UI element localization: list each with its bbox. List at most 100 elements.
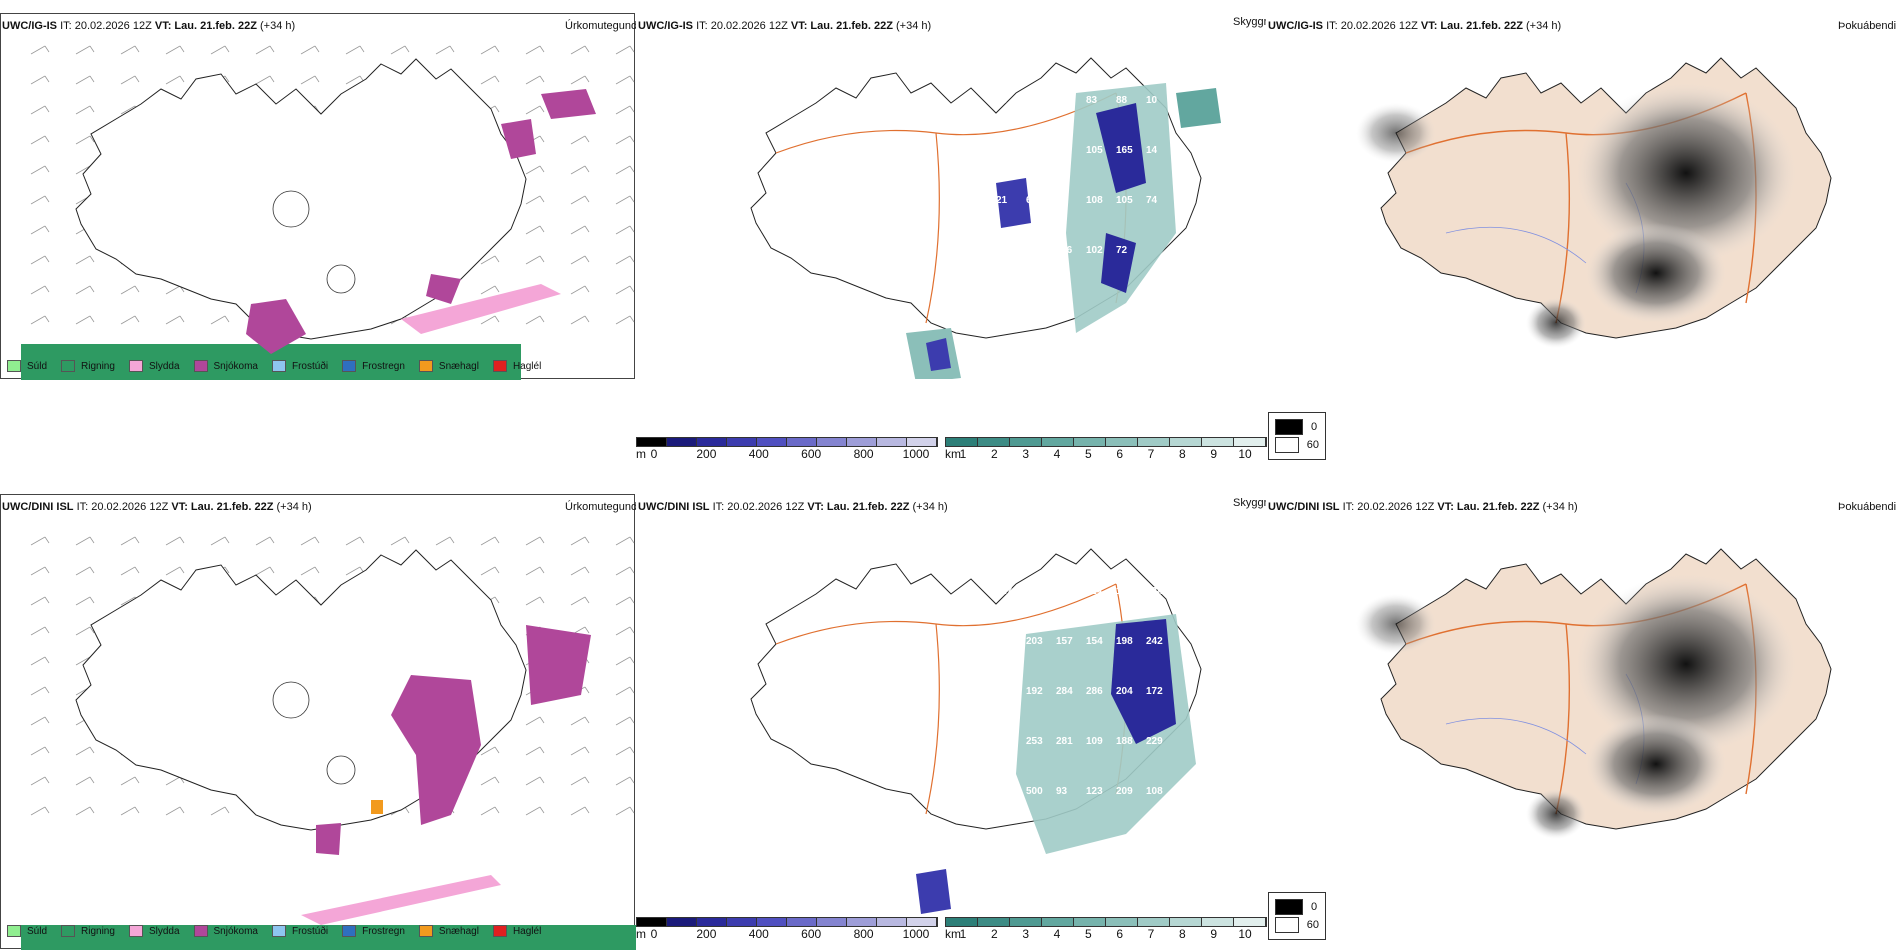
colorbar-step (637, 918, 667, 926)
precip-map-svg (21, 536, 636, 950)
fog-legend-item: 0 (1275, 419, 1319, 435)
colorbar-tick: 9 (1210, 927, 1217, 941)
legend-label: Snæhagl (438, 925, 479, 937)
precip-map-svg (21, 45, 635, 380)
colorbar-tick: 8 (1178, 927, 1186, 941)
legend-label: Snæhagl (438, 360, 479, 372)
visibility-map-svg: 117 268 242 114 188 124 278 203 157 154 198 242 268 1… (750, 548, 1202, 914)
legend-item: Snæhagl (418, 925, 479, 937)
colorbar-step (1042, 918, 1074, 926)
colorbar-step (1106, 438, 1138, 446)
precip-legend: Súld Rigning Slydda Snjókoma Frostúði Frostre… (7, 925, 555, 937)
legend-label: Súld (27, 360, 48, 372)
visibility-value: 165 (1116, 145, 1133, 156)
legend-label: Slydda (148, 360, 180, 372)
visibility-value: 135 (996, 836, 1013, 847)
visibility-value: 188 (1116, 586, 1133, 597)
legend-item: Snæhagl (418, 360, 479, 372)
colorbar-step (697, 918, 727, 926)
legend-item: Súld (7, 360, 47, 372)
visibility-value: 108 (1146, 786, 1163, 797)
colorbar-tick: 0 (650, 927, 658, 941)
colorbar-tick: 600 (801, 447, 822, 461)
visibility-value: 500 (1026, 786, 1043, 797)
colorbar-tick: 600 (801, 927, 822, 941)
colorbar-step (946, 438, 978, 446)
visibility-value: 10 (1146, 95, 1158, 106)
colorbar-step (727, 438, 757, 446)
colorbar-step (1106, 918, 1138, 926)
colorbar-tick: 3 (1022, 447, 1029, 461)
visibility-value: 242 (1056, 586, 1073, 597)
visibility-panel-row1: 117 268 242 114 188 124 278 203 157 154 198 242 268 1… (636, 494, 1266, 950)
legend-label: Frostúði (291, 360, 329, 372)
visibility-value: 72 (1116, 245, 1128, 256)
colorbar-unit: m (636, 927, 646, 941)
colorbar-step (697, 438, 727, 446)
fog-legend-label: 0 (1311, 901, 1318, 913)
colorbar-step (1234, 438, 1266, 446)
fog-legend-label: 60 (1306, 919, 1319, 931)
legend-swatch (128, 925, 143, 937)
fog-legend-item: 60 (1275, 917, 1319, 933)
colorbar-step (817, 918, 847, 926)
legend-item: Snjókoma (193, 925, 258, 937)
colorbar-step (1138, 918, 1170, 926)
visibility-value: 284 (1056, 686, 1073, 697)
visibility-value: 935 (1026, 95, 1043, 106)
colorbar-tick: 7 (1147, 447, 1155, 461)
colorbar-strip (945, 437, 1267, 447)
colorbar-step (1074, 918, 1106, 926)
colorbar-strip (945, 917, 1267, 927)
legend-swatch (418, 925, 433, 937)
legend-label: Frostúði (291, 925, 329, 937)
visibility-value: 286 (1086, 686, 1103, 697)
visibility-value: 157 (1056, 636, 1073, 647)
colorbar-step (787, 918, 817, 926)
visibility-value: 26 (996, 95, 1008, 106)
colorbar-step (978, 918, 1010, 926)
legend-swatch (7, 360, 21, 372)
visibility-value: 67 (996, 245, 1008, 256)
colorbar-step (1010, 438, 1042, 446)
colorbar-step (877, 438, 907, 446)
colorbar-tick: 1000 (902, 447, 930, 461)
visibility-value: 229 (1146, 736, 1163, 747)
legend-swatch (271, 360, 286, 372)
legend-label: Frostregn (362, 360, 405, 372)
fog-legend-swatch (1275, 419, 1303, 435)
colorbar-step (1202, 918, 1234, 926)
panel-label-row1-left: Úrkomutegund (565, 501, 638, 513)
colorbar-step (757, 438, 787, 446)
colorbar-step (1170, 438, 1202, 446)
legend-label: Snjókoma (213, 360, 258, 372)
legend-label: Rigning (81, 360, 115, 372)
colorbar-tick: 200 (696, 927, 717, 941)
visibility-value: 154 (1086, 636, 1103, 647)
colorbar-tick: 10 (1238, 447, 1252, 461)
fog-legend-item: 0 (1275, 899, 1319, 915)
panel-title-row0-right: UWC/IG-IS IT: 20.02.2026 12Z VT: Lau. 21… (1268, 20, 1562, 32)
colorbar-step (847, 918, 877, 926)
fog-panel-row1 (1266, 494, 1900, 950)
colorbar-tick: 5 (1084, 927, 1092, 941)
legend-label: Súld (27, 925, 48, 937)
visibility-value: 123 (1086, 786, 1103, 797)
visibility-value: 108 (1086, 195, 1103, 206)
panel-label-row1-right: Þokuábendi (1838, 501, 1897, 513)
legend-item: Frostúði (271, 360, 329, 372)
legend-swatch (342, 925, 357, 937)
colorbar-step (877, 918, 907, 926)
legend-item: Frostregn (342, 925, 405, 937)
colorbar-tick: 200 (696, 447, 717, 461)
precip-legend: Súld Rigning Slydda Snjókoma Frostúði Frostre… (7, 360, 555, 372)
colorbar-step (787, 438, 817, 446)
legend-item: Slydda (128, 360, 180, 372)
visibility-value: 204 (1116, 686, 1133, 697)
colorbar-tick: 6 (1116, 927, 1123, 941)
legend-label: Slydda (148, 925, 180, 937)
panel-label-row0-left: Úrkomutegund (565, 20, 638, 32)
legend-item: Slydda (128, 925, 180, 937)
visibility-value: 109 (1086, 736, 1103, 747)
fog-legend-item: 60 (1275, 437, 1319, 453)
